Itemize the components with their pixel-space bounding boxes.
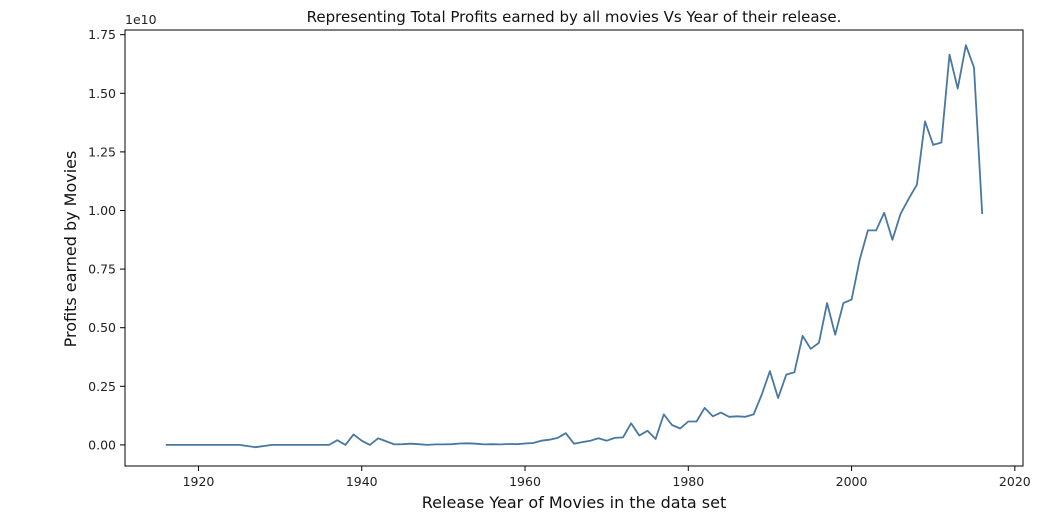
y-tick-label: 1.75 [88,27,116,42]
x-tick-label: 1960 [509,474,541,489]
x-tick-label: 2020 [999,474,1031,489]
chart-title: Representing Total Profits earned by all… [307,8,842,26]
y-offset-label: 1e10 [125,12,157,27]
y-tick-label: 1.00 [88,203,116,218]
y-tick-label: 1.50 [88,86,116,101]
x-tick-label: 1980 [672,474,704,489]
x-tick-label: 1920 [183,474,215,489]
y-tick-label: 0.50 [88,320,116,335]
y-tick-label: 1.25 [88,144,116,159]
x-axis-label: Release Year of Movies in the data set [422,493,726,512]
x-tick-label: 1940 [346,474,378,489]
y-tick-label: 0.00 [88,437,116,452]
x-tick-label: 2000 [836,474,868,489]
y-axis-label: Profits earned by Movies [61,151,80,348]
plot-frame [124,29,1024,467]
plot-area: 1920 1940 1960 1980 2000 2020 0.00 0.25 0.50 0.75… [88,27,1031,489]
y-tick-label: 0.25 [88,379,116,394]
y-tick-label: 0.75 [88,262,116,277]
series-line [165,44,984,449]
